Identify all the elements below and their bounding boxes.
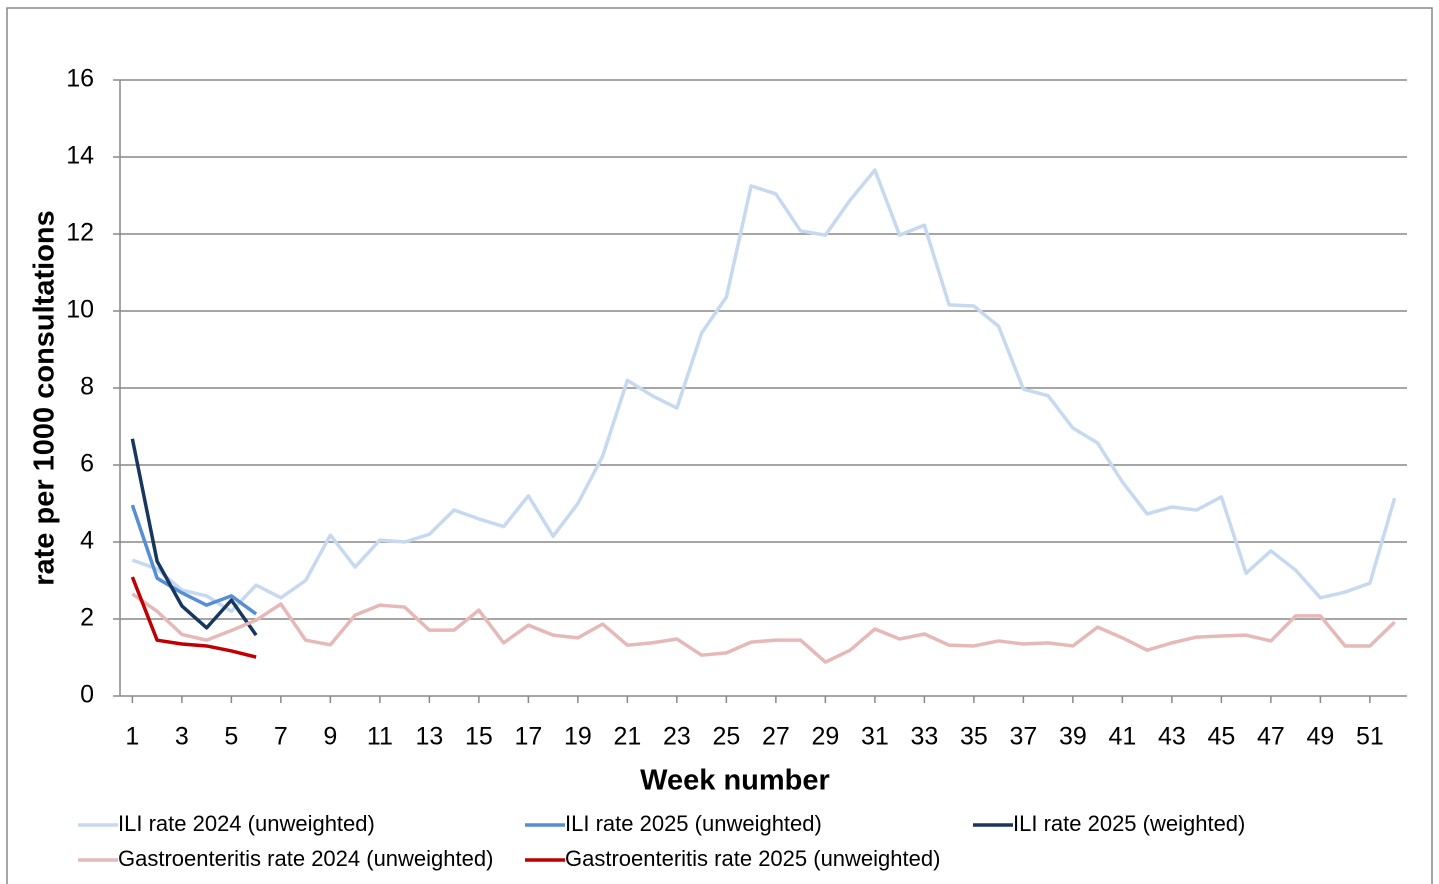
y-tick-label: 10 [66,296,94,324]
x-tick-label: 7 [274,723,288,751]
legend-label: ILI rate 2025 (unweighted) [565,811,822,836]
y-tick-label: 2 [80,604,94,632]
legend-label: ILI rate 2025 (weighted) [1013,811,1245,836]
y-axis-title: rate per 1000 consultations [29,210,61,586]
y-tick-label: 6 [80,450,94,478]
series-line [130,576,257,659]
y-tick-label: 4 [80,527,94,555]
x-tick-label: 5 [224,723,238,751]
x-tick-label: 25 [712,723,740,751]
x-tick-label: 3 [175,723,189,751]
x-tick-label: 37 [1009,723,1037,751]
x-tick-label: 49 [1306,723,1334,751]
series-line [130,504,258,616]
x-tick-label: 45 [1207,723,1235,751]
series-line [131,168,1397,614]
x-tick-label: 39 [1059,723,1087,751]
x-tick-label: 15 [465,723,493,751]
series-line [131,592,1396,664]
y-tick-label: 14 [66,142,94,170]
x-tick-label: 51 [1356,723,1384,751]
y-tick-label: 12 [66,219,94,247]
x-tick-label: 23 [663,723,691,751]
x-axis-title: Week number [640,765,830,797]
x-tick-label: 21 [613,723,641,751]
chart-border [6,7,1433,884]
y-tick-label: 0 [80,681,94,709]
legend-label: Gastroenteritis rate 2025 (unweighted) [565,846,940,871]
x-tick-label: 13 [415,723,443,751]
legend-label: ILI rate 2024 (unweighted) [118,811,375,836]
x-tick-label: 9 [323,723,337,751]
x-tick-label: 31 [861,723,889,751]
x-tick-label: 29 [811,723,839,751]
x-tick-label: 1 [125,723,139,751]
x-tick-label: 11 [367,723,393,751]
x-tick-label: 47 [1257,723,1285,751]
y-tick-label: 8 [80,373,94,401]
x-tick-label: 43 [1158,723,1186,751]
x-tick-label: 35 [960,723,988,751]
series-line [130,438,258,637]
legend-label: Gastroenteritis rate 2024 (unweighted) [118,846,493,871]
x-tick-label: 33 [910,723,938,751]
x-tick-label: 17 [514,723,542,751]
x-tick-label: 27 [762,723,790,751]
x-tick-label: 41 [1108,723,1136,751]
y-tick-label: 16 [66,65,94,93]
x-tick-label: 19 [564,723,592,751]
